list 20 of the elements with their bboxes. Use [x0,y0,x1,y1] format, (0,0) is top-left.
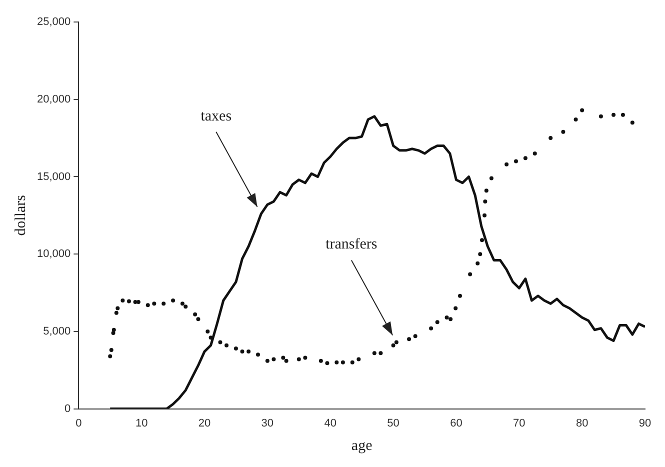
x-tick-label: 80 [576,417,588,430]
x-axis-title: age [351,438,373,454]
x-tick-label: 90 [638,417,652,430]
y-tick-label: 5,000 [43,325,71,338]
y-tick-label: 10,000 [36,248,71,260]
y-tick-label: 15,000 [36,170,71,183]
annotation: taxes [200,108,232,124]
y-tick-label: 25,000 [36,16,71,28]
annotation: transfers [326,236,378,253]
x-tick-label: 60 [450,417,462,430]
x-tick-label: 20 [198,417,211,430]
x-tick-label: 50 [387,417,400,430]
x-tick-label: 10 [135,417,148,430]
x-tick-label: 40 [324,417,336,430]
y-axis-title: dollars [12,194,29,236]
x-tick-label: 70 [513,417,526,430]
x-tick-label: 30 [261,417,274,430]
x-tick-label: 0 [76,417,82,430]
y-tick-label: 0 [64,402,71,415]
y-tick-label: 20,000 [36,93,71,106]
